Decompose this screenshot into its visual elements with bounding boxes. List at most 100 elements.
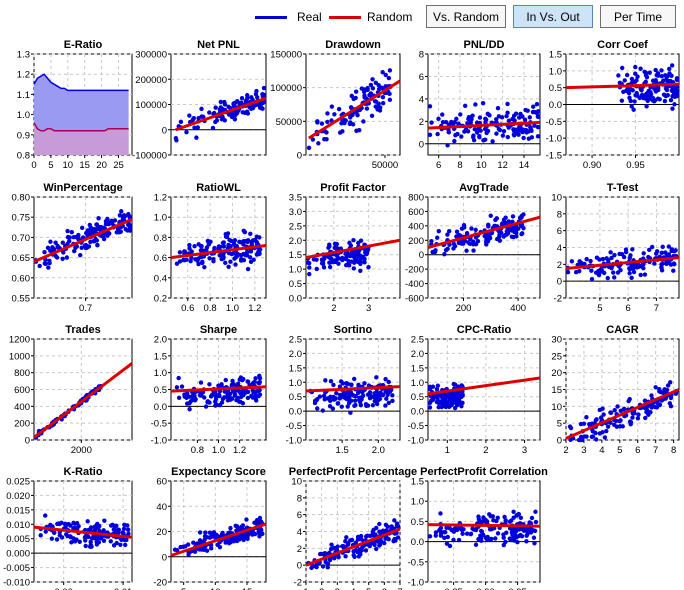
- data-point: [353, 95, 358, 101]
- vs-random-button[interactable]: Vs. Random: [426, 5, 506, 28]
- data-point: [306, 260, 312, 266]
- data-point: [578, 434, 584, 440]
- data-point: [92, 238, 97, 244]
- data-point: [182, 392, 187, 397]
- y-tick-label: -0.5: [408, 557, 424, 568]
- data-point: [465, 129, 471, 134]
- data-point: [627, 266, 632, 272]
- y-tick-label: 600: [14, 385, 30, 396]
- data-point: [394, 521, 400, 526]
- data-point: [328, 378, 334, 384]
- data-point: [446, 228, 452, 234]
- data-point: [321, 265, 327, 270]
- data-point: [646, 254, 651, 260]
- data-point: [635, 416, 641, 421]
- data-point: [608, 420, 613, 425]
- data-point: [194, 135, 199, 140]
- data-point: [649, 244, 655, 250]
- data-point: [516, 132, 521, 137]
- data-point: [504, 229, 509, 234]
- data-point: [174, 385, 180, 390]
- y-tick-label: 0.0: [411, 537, 424, 548]
- data-point: [653, 385, 658, 390]
- data-point: [462, 103, 468, 108]
- data-point: [511, 127, 516, 132]
- data-point: [597, 407, 602, 413]
- data-point: [221, 244, 227, 249]
- data-point: [521, 135, 526, 141]
- data-point: [238, 533, 243, 538]
- data-point: [332, 259, 338, 265]
- data-point: [443, 119, 449, 125]
- y-tick-label: -0.005: [3, 563, 30, 574]
- trend-line: [427, 120, 541, 130]
- data-point: [629, 275, 634, 281]
- y-tick-label: 4: [557, 243, 562, 254]
- data-point: [594, 437, 599, 442]
- data-point: [454, 116, 459, 122]
- data-point: [363, 247, 369, 252]
- data-point: [633, 71, 638, 76]
- x-tick-label: 2: [563, 445, 568, 456]
- data-point: [612, 407, 617, 413]
- data-point: [89, 230, 94, 236]
- data-point: [127, 224, 133, 230]
- chart-trades: Trades 0 200 400 600 800 1000 1200 2000: [9, 324, 133, 456]
- y-tick-label: 800: [14, 368, 30, 379]
- data-point: [232, 393, 237, 398]
- data-point: [331, 382, 336, 388]
- data-point: [483, 535, 488, 540]
- data-point: [520, 114, 525, 119]
- per-time-button[interactable]: Per Time: [600, 5, 676, 28]
- data-point: [605, 424, 611, 429]
- y-tick-label: 0.6: [154, 253, 167, 264]
- y-tick-label: -0.5: [408, 421, 424, 432]
- data-point: [477, 134, 482, 139]
- data-point: [667, 71, 672, 76]
- data-point: [472, 127, 477, 132]
- y-tick-label: 1.0: [411, 378, 424, 389]
- x-tick-label: 2: [483, 445, 488, 456]
- y-tick-label: 1.2: [154, 193, 167, 204]
- y-tick-label: 0.0: [154, 402, 167, 413]
- data-point: [604, 428, 609, 434]
- chart-title: Expectancy Score: [171, 466, 266, 478]
- data-point: [523, 107, 528, 113]
- data-point: [386, 379, 391, 385]
- data-point: [633, 64, 638, 70]
- data-point: [501, 532, 506, 537]
- data-point: [121, 526, 127, 532]
- data-point: [307, 265, 312, 270]
- data-point: [444, 541, 450, 546]
- data-point: [627, 271, 632, 276]
- data-point: [87, 544, 93, 549]
- data-point: [239, 100, 244, 105]
- data-point: [493, 117, 499, 122]
- data-point: [630, 415, 635, 420]
- data-point: [245, 266, 251, 272]
- data-point: [644, 74, 650, 80]
- data-point: [76, 232, 81, 238]
- data-point: [507, 536, 512, 541]
- data-point: [238, 399, 243, 405]
- data-point: [327, 264, 333, 270]
- data-point: [435, 395, 440, 401]
- data-point: [569, 259, 575, 264]
- data-point: [500, 133, 506, 138]
- chart-title: K-Ratio: [63, 466, 102, 478]
- in-vs-out-button[interactable]: In Vs. Out: [513, 5, 593, 28]
- data-point: [615, 270, 621, 275]
- chart-title: CPC-Ratio: [457, 324, 512, 336]
- data-point: [436, 400, 442, 406]
- y-tick-label: 2: [419, 117, 424, 128]
- data-point: [65, 234, 71, 240]
- data-point: [197, 538, 203, 543]
- data-point: [659, 250, 664, 255]
- data-point: [328, 398, 333, 404]
- data-point: [451, 381, 456, 387]
- data-point: [443, 396, 448, 402]
- data-point: [355, 549, 360, 555]
- data-point: [427, 534, 433, 539]
- x-tick-label: 7: [653, 445, 658, 456]
- chart-perfectprofit-correlation: PerfectProfit Correlation -1.0 -0.5 0.0 0.5 1…: [408, 466, 549, 590]
